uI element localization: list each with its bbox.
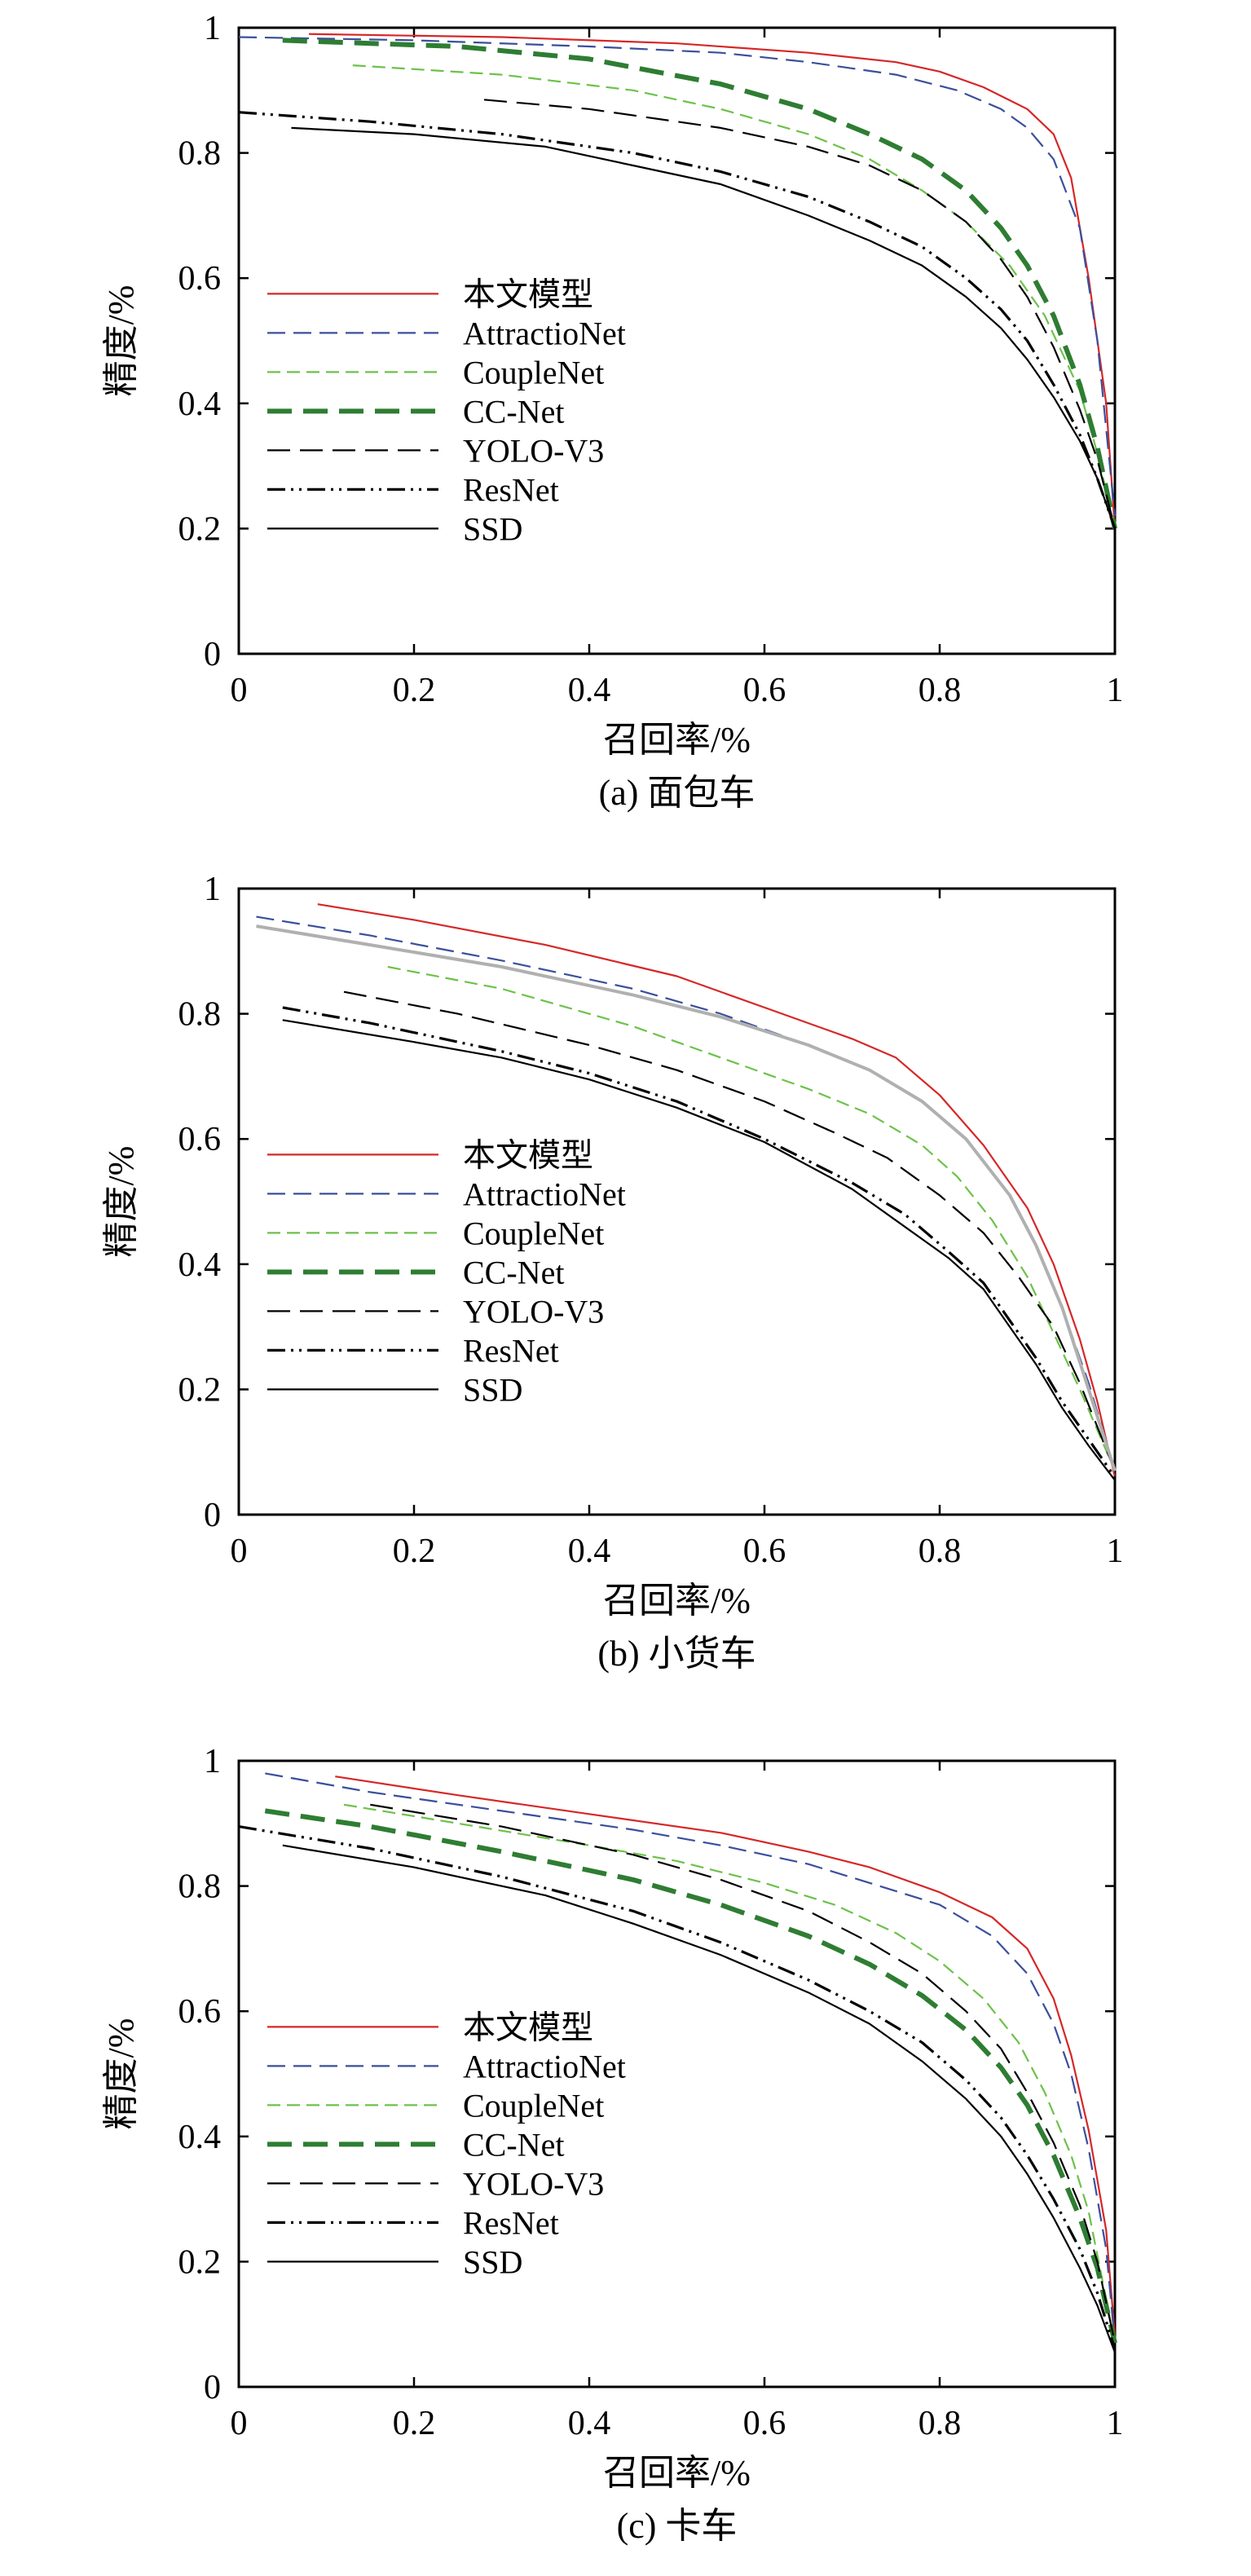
chart-c: 0 0.2 0.4 0.6 0.8 1 0 0.2 0.4 0.6 0.8 1 召回率/% 精度/% (c)… [101,1743,1124,2546]
chart-a: 0 0.2 0.4 0.6 0.8 1 0 0.2 0.4 0.6 0.8 1 召回率/% 精度/% (a)… [101,10,1124,813]
legend-label: CC-Net [463,1254,564,1290]
x-tick-label: 0.2 [393,672,436,709]
series-line-cc-net [282,37,1117,530]
legend-label: CoupleNet [463,1215,604,1251]
series-line- [335,1775,1117,2337]
x-tick-label: 0.6 [743,672,786,709]
y-axis-label: 精度/% [101,2018,141,2130]
x-axis-label: 召回率/% [603,2453,751,2493]
y-tick-label: 0.4 [178,2119,222,2156]
x-tick-label: 0.8 [918,2405,962,2442]
y-tick-label: 0 [204,1497,221,1534]
x-tick-label: 0.2 [393,1533,436,1570]
plot-frame [237,1759,1117,2389]
legend-label: 本文模型 [463,276,593,312]
legend-label: SSD [463,2243,522,2280]
y-tick-label: 0.2 [178,510,222,548]
y-tick-label: 0.8 [178,135,222,173]
y-tick-label: 1 [204,10,221,47]
legend-label: CC-Net [463,393,564,430]
chart-caption: (b) 小货车 [597,1634,755,1674]
legend-label: YOLO-V3 [463,2165,604,2202]
legend-label: AttractioNet [463,315,626,351]
x-tick-label: 0 [231,672,248,709]
y-tick-label: 1 [204,871,221,908]
legend-label: SSD [463,510,522,547]
series-line-resnet [238,111,1117,529]
legend-label: CoupleNet [463,354,604,390]
legend-label: ResNet [463,1332,559,1369]
y-tick-label: 0.2 [178,2243,222,2281]
legend-label: CoupleNet [463,2087,604,2124]
series-line-yolo-v3 [370,1803,1117,2344]
y-tick-label: 0.4 [178,1246,222,1284]
series-line-ssd [282,1844,1117,2353]
series-line-resnet [238,1825,1117,2350]
y-axis-label: 精度/% [101,285,141,397]
x-tick-label: 0.6 [743,2405,786,2442]
series-line-attractionet [238,36,1117,517]
y-tick-label: 0.6 [178,260,222,298]
series-line-unlabeled [256,924,1117,1471]
legend-label: CC-Net [463,2126,564,2163]
y-tick-label: 0.2 [178,1371,222,1409]
y-tick-label: 0 [204,636,221,673]
y-tick-label: 0.4 [178,386,222,423]
x-tick-label: 0 [231,2405,248,2442]
series-line- [308,33,1117,529]
series-line-attractionet [265,1772,1117,2344]
x-tick-label: 0.4 [568,2405,611,2442]
series-line-couplenet [343,1803,1117,2344]
plot-frame [237,887,1117,1516]
series-line-cc-net [264,1808,1117,2344]
legend: 本文模型AttractioNetCoupleNetCC-NetYOLO-V3Re… [267,276,626,547]
chart-caption: (a) 面包车 [599,773,755,813]
chart-b: 0 0.2 0.4 0.6 0.8 1 0 0.2 0.4 0.6 0.8 1 召回率/% 精度/% (b)… [101,871,1124,1674]
x-tick-label: 0.6 [743,1533,786,1570]
y-tick-label: 1 [204,1743,221,1780]
legend-label: AttractioNet [463,1176,626,1212]
legend-label: YOLO-V3 [463,432,604,469]
y-tick-label: 0 [204,2369,221,2406]
legend: 本文模型AttractioNetCoupleNetCC-NetYOLO-V3Re… [267,2009,626,2280]
x-tick-label: 0.2 [393,2405,436,2442]
legend-label: ResNet [463,471,559,508]
series-line- [317,903,1117,1478]
series-line-yolo-v3 [483,99,1117,529]
legend: 本文模型AttractioNetCoupleNetCC-NetYOLO-V3Re… [267,1136,626,1408]
x-tick-label: 1 [1107,672,1124,709]
x-tick-label: 1 [1107,1533,1124,1570]
x-axis-label: 召回率/% [603,1581,751,1621]
y-tick-label: 0.6 [178,1121,222,1158]
legend-label: AttractioNet [463,2048,626,2084]
chart-caption: (c) 卡车 [617,2506,738,2546]
x-axis-label: 召回率/% [603,720,751,760]
y-tick-label: 0.8 [178,996,222,1034]
legend-label: ResNet [463,2204,559,2241]
plot-frame [237,26,1117,655]
x-tick-label: 0.8 [918,1533,962,1570]
series-line-ssd [291,126,1117,529]
legend-label: YOLO-V3 [463,1293,604,1330]
y-axis-label: 精度/% [101,1146,141,1258]
legend-label: SSD [463,1371,522,1408]
x-tick-label: 0.4 [568,1533,611,1570]
y-tick-label: 0.8 [178,1868,222,1906]
series-line-yolo-v3 [343,990,1117,1471]
legend-label: 本文模型 [463,2009,593,2045]
y-tick-label: 0.6 [178,1993,222,2031]
series-line-ssd [282,1019,1116,1481]
x-tick-label: 0 [231,1533,248,1570]
series-line-resnet [282,1006,1117,1478]
legend-label: 本文模型 [463,1136,593,1173]
x-tick-label: 1 [1107,2405,1124,2442]
x-tick-label: 0.4 [568,672,611,709]
x-tick-label: 0.8 [918,672,962,709]
